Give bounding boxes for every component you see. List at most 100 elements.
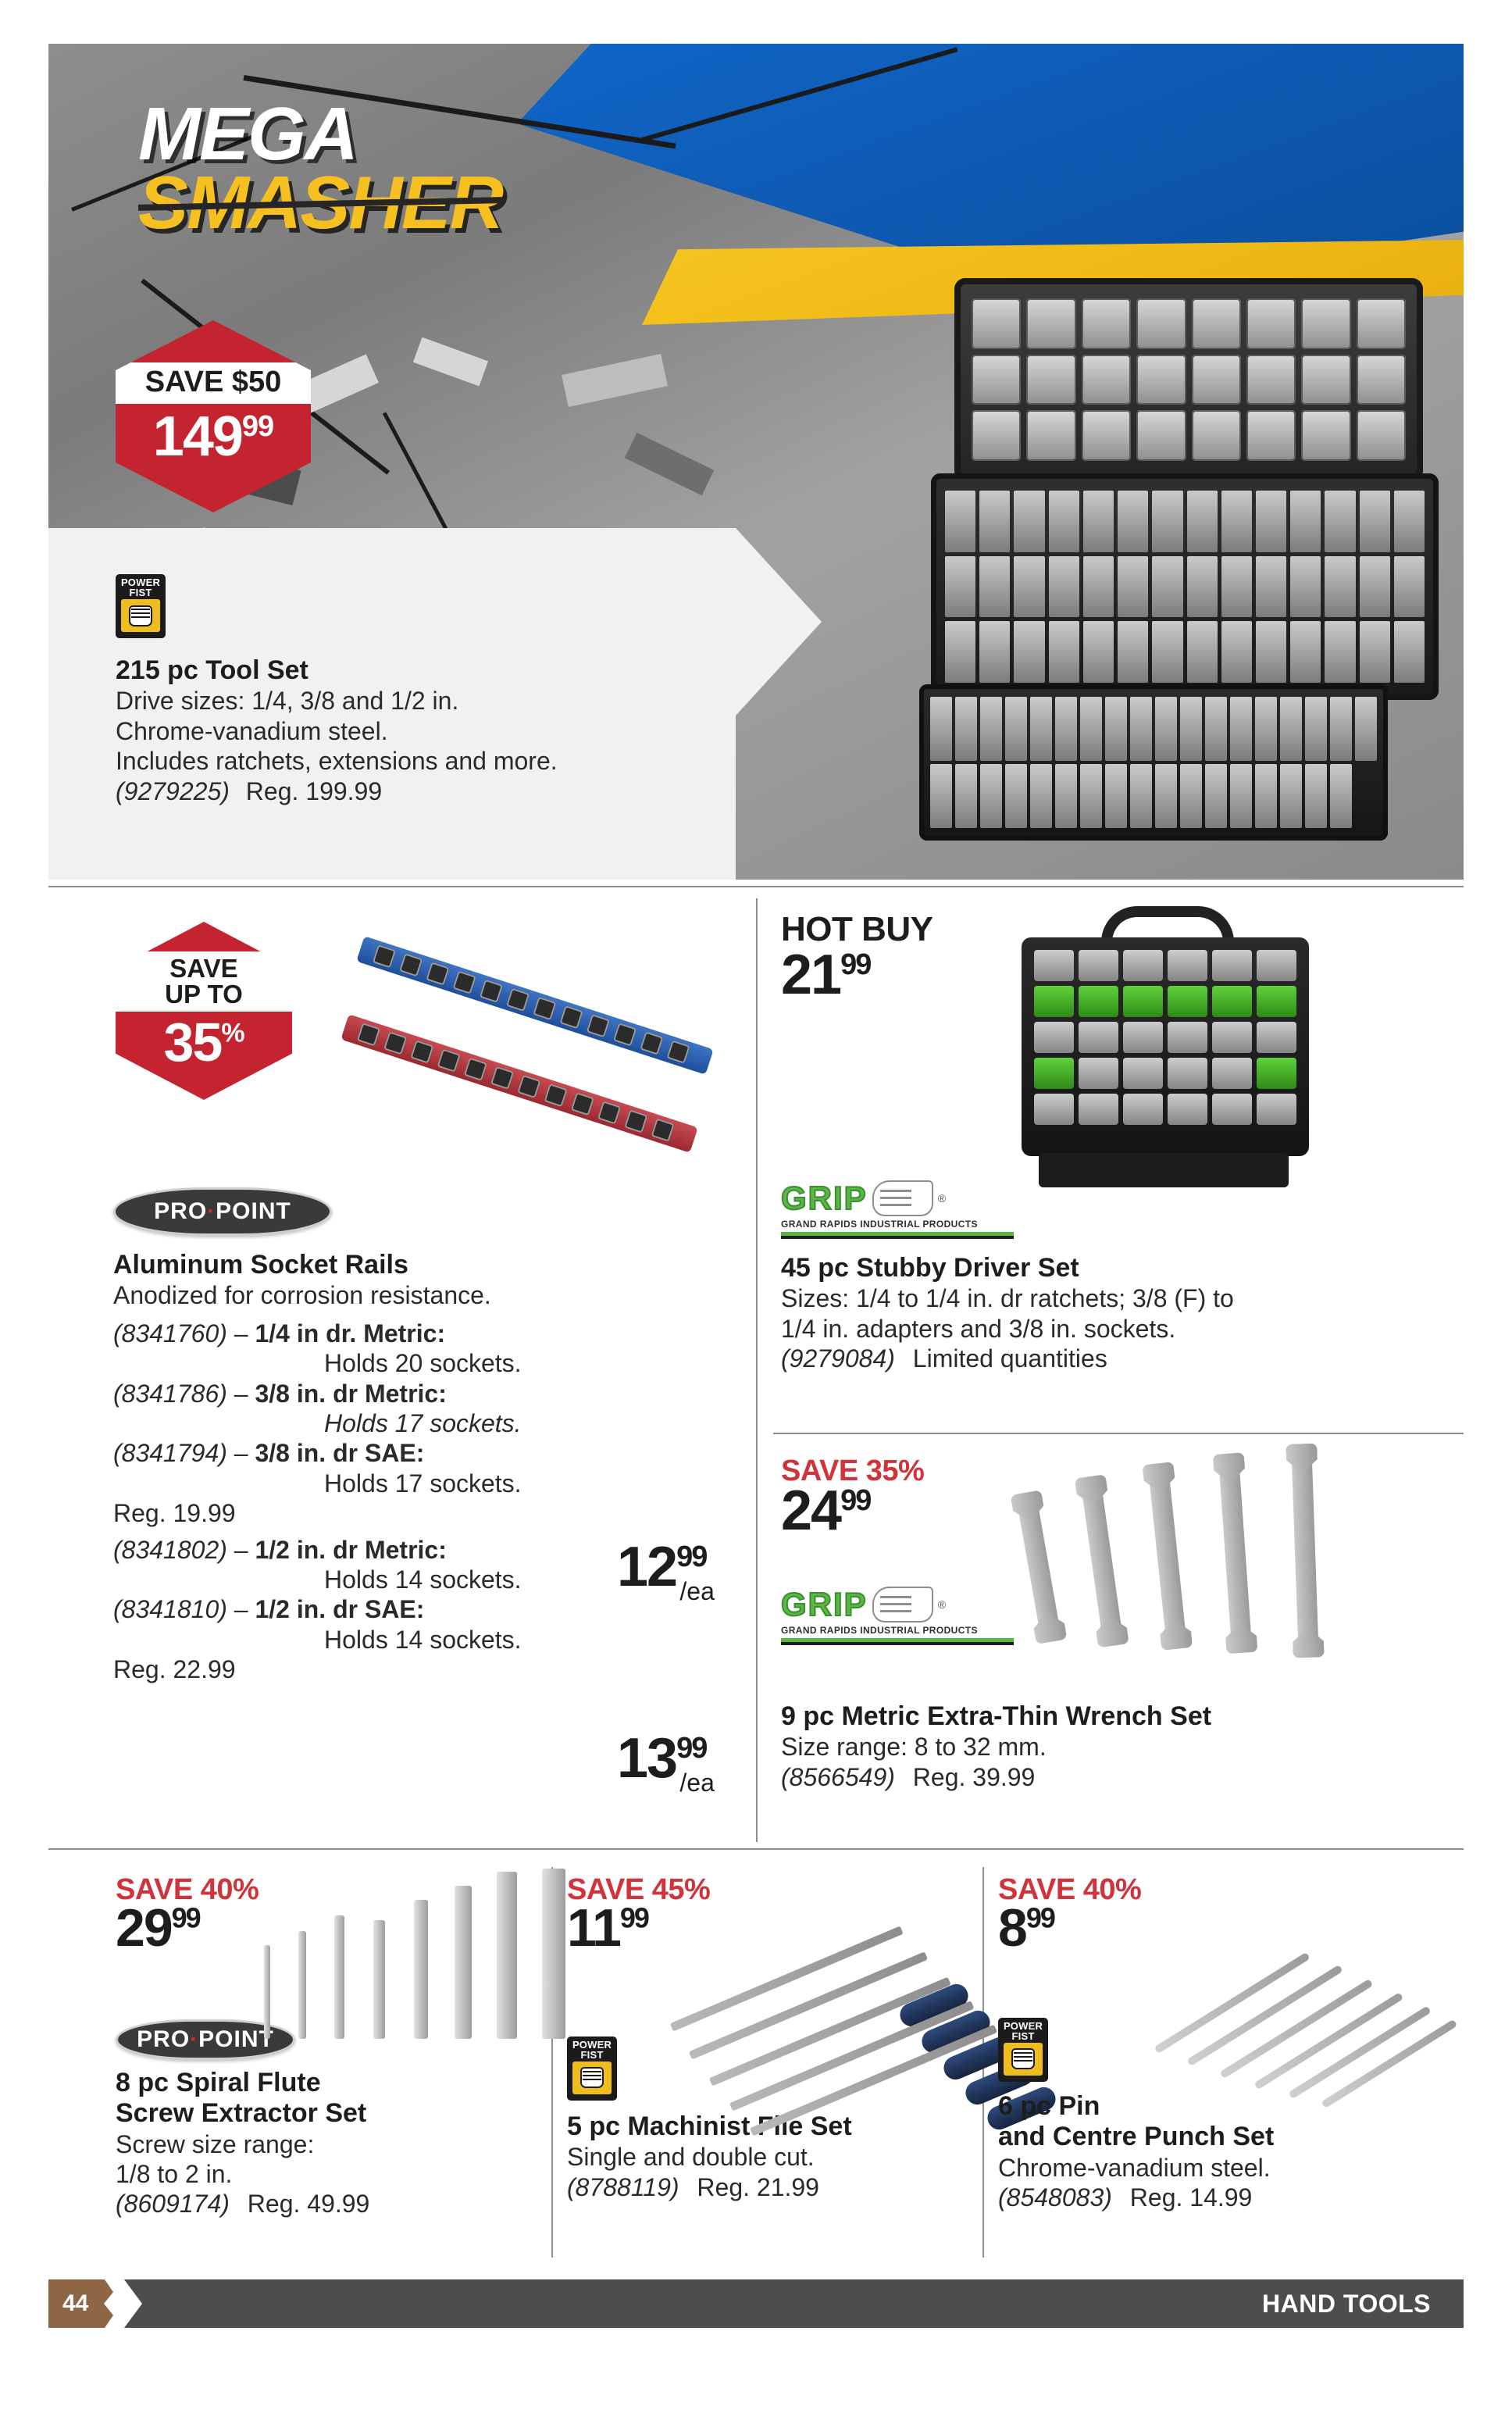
hero-reg-price: Reg. 199.99 (245, 776, 383, 805)
stubby-price-cents: 99 (840, 948, 872, 981)
bottom-1-sku-line: (8609174) Reg. 49.99 (116, 2189, 537, 2219)
bottom-item-3: SAVE 40% 899 POWER FIST 6 pc Pin and Cen… (998, 1873, 1435, 2212)
bottom-divider-1 (551, 1867, 553, 2258)
variant-sku: (8341786) (113, 1379, 227, 1408)
socket-rails-price-1: 1299/ea (617, 1539, 715, 1604)
stubby-sku: (9279084) (781, 1344, 895, 1373)
save-label-line1: SAVE (169, 954, 238, 983)
socket-rails-percent-value: 35 (163, 1012, 223, 1073)
banner-line-mega: MEGA (138, 92, 358, 176)
price-2-cents: 99 (676, 1732, 708, 1765)
bottom-3-sku-line: (8548083) Reg. 14.99 (998, 2183, 1435, 2212)
bottom-1-price-dollars: 29 (116, 1898, 173, 1958)
socket-rails-product-image (341, 936, 750, 1164)
variant-line: (8341794) – 3/8 in. dr SAE: (113, 1438, 738, 1468)
variant-sku: (8341802) (113, 1535, 227, 1564)
socket-rails-desc: Anodized for corrosion resistance. (113, 1281, 491, 1310)
wrench-title: 9 pc Metric Extra-Thin Wrench Set (781, 1701, 1212, 1731)
bottom-3-price-dollars: 8 (998, 1898, 1028, 1958)
variant-name: 1/2 in. dr Metric: (255, 1535, 447, 1564)
machinist-file-product-image (669, 1906, 1060, 2136)
bottom-1-price-cents: 99 (171, 1901, 201, 1934)
bottom-1-desc-line1: Screw size range: (116, 2129, 315, 2158)
punch-set-product-image (1154, 1922, 1458, 2109)
stubby-title: 45 pc Stubby Driver Set (781, 1253, 1079, 1283)
socket-rails-save-label: SAVE UP TO (116, 951, 292, 1012)
case-tray (1022, 937, 1309, 1156)
hero-price: 14999 (153, 409, 274, 465)
wrench-desc: Size range: 8 to 32 mm. (781, 1733, 1047, 1762)
stubby-price-dollars: 21 (781, 944, 842, 1006)
variant-sku: (8341810) (113, 1595, 227, 1624)
power-fist-line2: FIST (1011, 2029, 1035, 2042)
wrench-price-cents: 99 (840, 1484, 872, 1517)
pro-point-dot: · (190, 2026, 199, 2052)
bottom-2-price-cents: 99 (619, 1901, 650, 1934)
power-fist-logo: POWER FIST (998, 2017, 1048, 2082)
variant-dash: – (234, 1595, 248, 1624)
bottom-3-desc-line1: Chrome-vanadium steel. (998, 2153, 1271, 2182)
variant-holds: Holds 14 sockets. (324, 1625, 522, 1654)
wrench-brand: GRIP ® GRAND RAPIDS INDUSTRIAL PRODUCTS (780, 1585, 1031, 1645)
grip-text: GRIP (780, 1179, 868, 1217)
stubby-desc-line-1: Sizes: 1/4 to 1/4 in. dr ratchets; 3/8 (… (781, 1284, 1234, 1313)
footer-page-number: 44 (62, 2290, 89, 2316)
variant-dash: – (234, 1379, 248, 1408)
power-fist-logo: POWER FIST (116, 574, 166, 638)
grip-hand-icon (872, 1587, 933, 1622)
bottom-item-1: SAVE 40% 2999 PRO·POINT 8 pc Spiral Flut… (116, 1873, 537, 2219)
bottom-1-title-line1: 8 pc Spiral Flute (116, 2067, 321, 2097)
section-divider-top (48, 886, 1464, 887)
socket-rails-title: Aluminum Socket Rails (113, 1250, 408, 1280)
grip-hand-icon (872, 1180, 933, 1216)
bottom-3-reg: Reg. 14.99 (1129, 2183, 1253, 2212)
hero-price-cents: 99 (241, 409, 274, 443)
bottom-1-price: 2999 (116, 1901, 537, 1954)
hot-buy-label: HOT BUY (781, 910, 933, 948)
variant-dash: – (234, 1535, 248, 1564)
bottom-2-title-line1: 5 pc Machinist File Set (567, 2111, 852, 2141)
hero-sku-line: (9279225) Reg. 199.99 (116, 776, 740, 806)
stubby-price: 2199 (781, 947, 933, 1003)
socket-rails-variant-list: (8341760) – 1/4 in dr. Metric: Holds 20 … (113, 1319, 738, 1685)
fist-icon (121, 599, 160, 632)
bottom-3-save: SAVE 40% (998, 1873, 1142, 1906)
footer-category-bar: HAND TOOLS (123, 2279, 1464, 2328)
variant-line: (8341802) – 1/2 in. dr Metric: (113, 1535, 738, 1565)
stubby-sku-line: (9279084) Limited quantities (781, 1344, 1234, 1373)
pro-point-pre: PRO (137, 2026, 191, 2052)
hero-product-title: 215 pc Tool Set (116, 655, 308, 685)
variant-name: 3/8 in. dr SAE: (255, 1439, 425, 1468)
grip-wordmark: GRIP ® (780, 1585, 1031, 1623)
case-body (931, 473, 1439, 700)
wrench-price: 2499 (781, 1483, 924, 1539)
bottom-2-save: SAVE 45% (567, 1873, 711, 1906)
banner-line-smasher: SMASHER (137, 166, 504, 241)
bottom-2-price: 1199 (567, 1901, 973, 1954)
wrench-price-block: SAVE 35% 2499 (781, 1455, 925, 1539)
stubby-price-block: HOT BUY 2199 (781, 910, 933, 1003)
price-2-dollars: 13 (617, 1727, 678, 1790)
case-lid (954, 278, 1423, 481)
bottom-2-sku-line: (8788119) Reg. 21.99 (567, 2172, 973, 2202)
wrench-sku-line: (8566549) Reg. 39.99 (781, 1762, 1211, 1792)
footer-category: HAND TOOLS (1262, 2289, 1431, 2318)
grip-tagline: GRAND RAPIDS INDUSTRIAL PRODUCTS (781, 1625, 978, 1636)
pro-point-post: POINT (216, 1198, 291, 1224)
bottom-3-sku: (8548083) (998, 2183, 1112, 2212)
price-1-cents: 99 (676, 1540, 708, 1573)
bottom-1-reg: Reg. 49.99 (247, 2190, 370, 2219)
hero-desc-line-3: Includes ratchets, extensions and more. (116, 747, 558, 776)
fist-icon (572, 2061, 612, 2094)
socket-rails-info: PRO·POINT Aluminum Socket Rails Anodized… (113, 1187, 738, 1685)
bottom-3-title-line2: and Centre Punch Set (998, 2122, 1275, 2152)
bottom-1-save: SAVE 40% (116, 1873, 259, 1906)
hero-save-label: SAVE $50 (116, 362, 311, 404)
stubby-info: GRIP ® GRAND RAPIDS INDUSTRIAL PRODUCTS … (780, 1179, 1234, 1374)
variant-sku: (8341760) (113, 1319, 227, 1348)
variant-name: 1/4 in dr. Metric: (255, 1319, 446, 1348)
grip-bar (781, 1638, 1014, 1645)
case-base (1039, 1153, 1289, 1187)
variant-line: (8341786) – 3/8 in. dr Metric: (113, 1379, 738, 1408)
